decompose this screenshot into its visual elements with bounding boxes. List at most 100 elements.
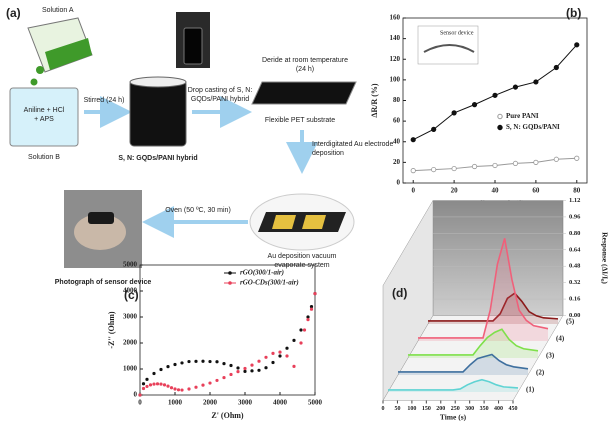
data-point [155,382,160,386]
step-label: Interdigitated Au electrode [312,141,393,148]
x-tick-label: 350 [480,406,489,412]
data-point [141,386,146,391]
data-point [169,386,174,390]
y-tick-label: 0 [134,391,138,399]
data-point [243,369,247,373]
solution-a [45,38,92,70]
y-tick-label: 0.64 [569,246,581,253]
data-point [145,377,149,381]
panel-label: (c) [124,288,139,302]
data-point [180,361,184,365]
y-tick-label: 1000 [123,365,138,373]
data-point [148,383,153,387]
data-point [410,137,416,143]
x-tick-label: 100 [407,406,416,412]
back-wall [432,200,564,316]
legend-label: rGO-CDs(300/1-air) [240,279,299,287]
y-tick-label: 0.80 [569,230,580,237]
data-point [166,365,170,369]
legend-marker [497,113,503,120]
data-point [229,372,233,377]
series-ribbon [388,379,518,392]
x-tick-label: 80 [573,187,581,195]
data-point [574,42,580,48]
data-point [229,363,233,368]
drop [36,66,44,74]
data-point [173,362,177,367]
panel-label: (d) [392,286,407,300]
charts: 020406080100120140160020406080Bending an… [107,6,609,422]
data-point [166,384,170,388]
beaker-text: Aniline + HCl [24,107,65,114]
data-point [313,292,317,296]
data-point [173,387,177,391]
data-point [302,328,307,332]
panel-a: (a) Solution A Aniline + HCl + APS Solut… [6,6,393,286]
data-point [236,370,240,374]
series-label: (3) [546,352,555,360]
series-line [388,378,519,391]
x-tick-label: 3000 [238,399,253,407]
data-point [201,359,205,363]
data-point [553,156,559,162]
data-point [285,354,289,358]
plot-frame [139,264,316,396]
data-point [194,385,198,389]
y-tick-label: 3000 [123,313,138,321]
x-tick-label: 2000 [203,399,218,407]
x-tick-label: 1000 [168,399,183,407]
vial [183,27,203,65]
data-point [215,360,219,364]
y-tick-label: 2000 [123,339,138,347]
data-point [299,341,303,345]
data-point [271,360,275,365]
legend-label: S, N: GQDs/PANI [506,123,560,131]
legend-label: Pure PANI [506,112,539,120]
inset-device [423,44,475,53]
step-label: Deride at room temperature [262,57,348,64]
drop [30,78,38,86]
data-point [187,359,191,364]
data-point [152,382,156,386]
step-label: Solution A [42,7,74,14]
beaker-text: + APS [34,116,54,123]
x-tick-label: 5000 [308,399,323,407]
y-tick-label: 4000 [123,287,138,295]
data-point [492,92,498,98]
x-tick-label: 20 [451,187,459,195]
y-tick-label: 0.48 [569,263,581,270]
data-point [292,364,296,368]
data-point [512,84,519,90]
data-point [306,318,310,322]
data-point [431,166,437,173]
series-ribbon [408,329,538,358]
y-tick-label: 160 [390,14,401,22]
series-line [398,353,529,373]
series-ribbon [398,354,528,375]
step-label: Stirred (24 h) [84,97,125,104]
y-tick-label: 120 [390,55,401,63]
data-point [236,366,240,370]
data-point [141,382,146,386]
data-point [250,363,254,367]
data-point [138,393,142,397]
x-tick-label: 450 [509,406,518,412]
y-tick-label: 0 [397,179,401,187]
series-label: (4) [556,335,565,343]
y-axis-title: ΔR/R (%) [370,83,379,117]
data-point [533,159,539,165]
x-tick-label: 0 [411,187,415,195]
data-point [222,375,226,380]
beaker-hybrid [129,79,187,147]
series-label: (5) [566,318,575,326]
data-point [306,315,310,319]
data-point [180,388,184,392]
data-point [215,378,219,383]
y-axis-title: Response (ΔI/I₀) [600,232,609,284]
data-point [194,359,198,363]
x-tick-label: 150 [422,406,431,412]
step-label: Drop casting of S, N: [188,87,253,94]
electrode [272,215,296,229]
data-point [410,168,416,174]
